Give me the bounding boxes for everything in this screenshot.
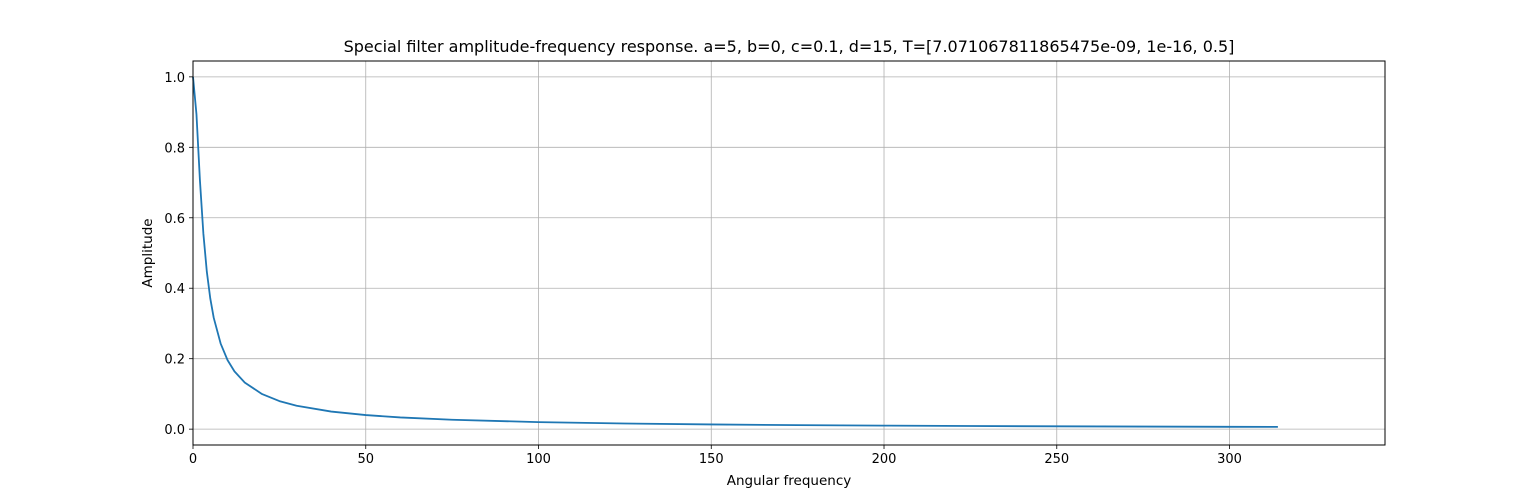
x-tick-label: 150 bbox=[699, 452, 724, 467]
y-tick-label: 0.4 bbox=[164, 282, 185, 297]
x-tick-label: 200 bbox=[872, 452, 897, 467]
x-tick-label: 0 bbox=[189, 452, 197, 467]
y-tick-label: 1.0 bbox=[164, 71, 185, 86]
x-tick-label: 100 bbox=[526, 452, 551, 467]
y-ticks: 0.0 0.2 0.4 0.6 0.8 1.0 bbox=[164, 71, 193, 438]
y-tick-label: 0.0 bbox=[164, 423, 185, 438]
chart-title: Special filter amplitude-frequency respo… bbox=[344, 37, 1235, 56]
x-ticks: 0 50 100 150 200 250 300 bbox=[189, 445, 1242, 467]
x-tick-label: 250 bbox=[1044, 452, 1069, 467]
x-axis-label: Angular frequency bbox=[727, 473, 852, 489]
axes-frame bbox=[192, 60, 1386, 446]
x-tick-label: 50 bbox=[357, 452, 374, 467]
series-layer bbox=[192, 76, 1278, 428]
y-axis-label: Amplitude bbox=[140, 218, 156, 287]
grid bbox=[192, 61, 1385, 445]
x-tick-label: 300 bbox=[1217, 452, 1242, 467]
series-line bbox=[192, 76, 1278, 428]
y-tick-label: 0.6 bbox=[164, 212, 185, 227]
y-tick-label: 0.2 bbox=[164, 353, 185, 368]
y-tick-label: 0.8 bbox=[164, 141, 185, 156]
